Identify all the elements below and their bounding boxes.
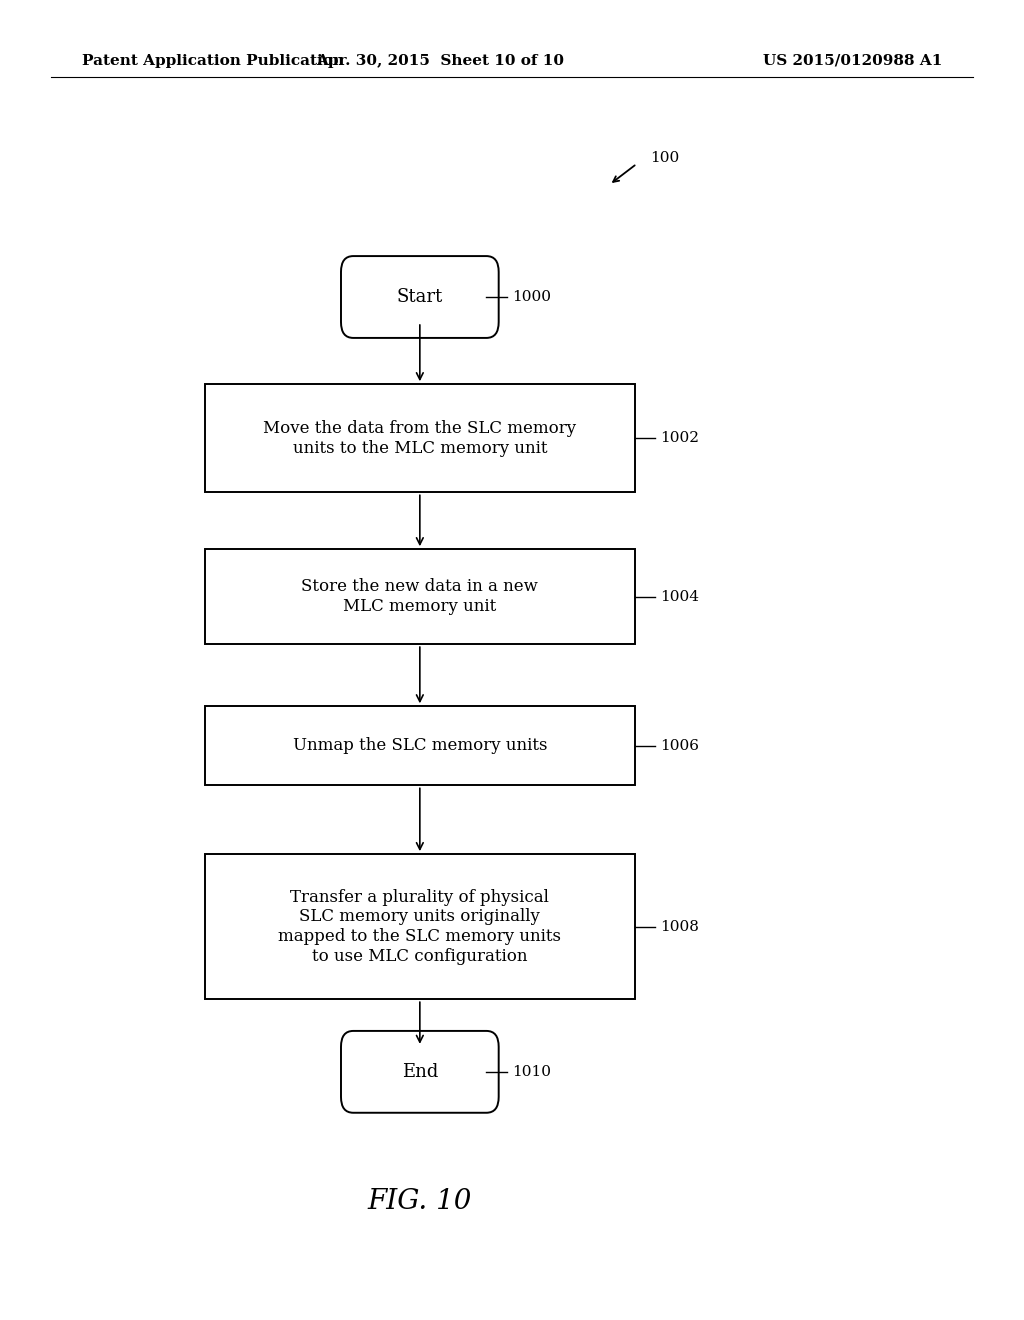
Bar	[205, 854, 635, 999]
Text: Move the data from the SLC memory
units to the MLC memory unit: Move the data from the SLC memory units …	[263, 420, 577, 457]
Text: 1004: 1004	[660, 590, 699, 603]
Text: Store the new data in a new
MLC memory unit: Store the new data in a new MLC memory u…	[301, 578, 539, 615]
Text: 1008: 1008	[660, 920, 699, 933]
FancyBboxPatch shape	[341, 1031, 499, 1113]
Text: 1000: 1000	[512, 290, 551, 304]
Text: FIG. 10: FIG. 10	[368, 1188, 472, 1214]
Text: Transfer a plurality of physical
SLC memory units originally
mapped to the SLC m: Transfer a plurality of physical SLC mem…	[279, 888, 561, 965]
Text: Apr. 30, 2015  Sheet 10 of 10: Apr. 30, 2015 Sheet 10 of 10	[316, 54, 564, 67]
Text: 100: 100	[650, 152, 680, 165]
Text: 1006: 1006	[660, 739, 699, 752]
Bar	[205, 706, 635, 785]
Bar	[205, 384, 635, 492]
Text: 1002: 1002	[660, 432, 699, 445]
Text: 1010: 1010	[512, 1065, 551, 1078]
Text: Start: Start	[396, 288, 443, 306]
Bar	[205, 549, 635, 644]
Text: Patent Application Publication: Patent Application Publication	[82, 54, 344, 67]
Text: Unmap the SLC memory units: Unmap the SLC memory units	[293, 738, 547, 754]
FancyBboxPatch shape	[341, 256, 499, 338]
Text: End: End	[401, 1063, 438, 1081]
Text: US 2015/0120988 A1: US 2015/0120988 A1	[763, 54, 942, 67]
